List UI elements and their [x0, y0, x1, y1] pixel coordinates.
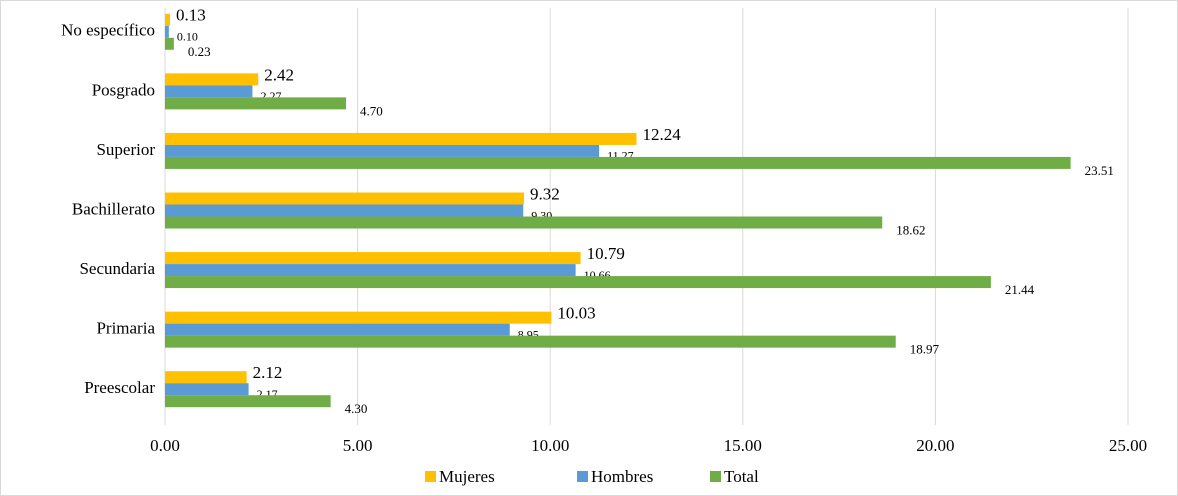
bar	[165, 156, 1071, 169]
data-label: 18.97	[910, 342, 940, 357]
bar	[165, 204, 524, 217]
data-label: 0.10	[177, 30, 198, 44]
bar	[165, 335, 896, 348]
data-label: 10.03	[557, 304, 595, 323]
y-tick-label: Secundaria	[79, 259, 155, 278]
bar	[165, 37, 174, 50]
x-tick-label: 0.00	[150, 436, 180, 455]
legend-label: Mujeres	[439, 467, 495, 486]
legend-label: Total	[724, 467, 759, 486]
bar	[165, 97, 347, 110]
bar	[165, 252, 581, 265]
bar	[165, 371, 247, 384]
legend-swatch	[577, 471, 588, 482]
bar	[165, 216, 883, 229]
bar	[165, 13, 171, 26]
y-tick-label: Preescolar	[84, 378, 155, 397]
y-tick-label: No específico	[61, 21, 155, 40]
data-label: 4.30	[345, 401, 368, 416]
y-tick-label: Primaria	[96, 319, 155, 338]
bar	[165, 311, 552, 324]
bar	[165, 73, 259, 86]
bar	[165, 395, 331, 408]
data-label: 21.44	[1005, 282, 1035, 297]
bar	[165, 383, 249, 396]
bar	[165, 25, 169, 38]
x-tick-label: 5.00	[343, 436, 373, 455]
data-label: 10.79	[587, 244, 625, 263]
data-label: 2.12	[253, 363, 283, 382]
bar	[165, 276, 991, 289]
x-tick-label: 25.00	[1109, 436, 1147, 455]
bar	[165, 192, 525, 205]
legend-swatch	[710, 471, 721, 482]
data-label: 23.51	[1085, 163, 1114, 178]
data-label: 12.24	[642, 125, 681, 144]
legend-swatch	[425, 471, 436, 482]
bar	[165, 264, 576, 277]
x-tick-label: 20.00	[916, 436, 954, 455]
bar	[165, 132, 637, 145]
data-label: 9.32	[530, 184, 560, 203]
y-tick-label: Superior	[96, 140, 155, 159]
y-tick-label: Bachillerato	[72, 199, 155, 218]
data-label: 0.23	[188, 44, 211, 59]
bar	[165, 323, 510, 336]
x-tick-label: 10.00	[531, 436, 569, 455]
bar	[165, 85, 253, 98]
data-label: 18.62	[896, 222, 925, 237]
x-tick-label: 15.00	[724, 436, 762, 455]
y-tick-label: Posgrado	[92, 80, 155, 99]
legend-label: Hombres	[591, 467, 653, 486]
data-label: 4.70	[360, 103, 383, 118]
data-label: 2.42	[264, 65, 294, 84]
data-label: 0.13	[176, 6, 206, 25]
bar	[165, 144, 600, 157]
